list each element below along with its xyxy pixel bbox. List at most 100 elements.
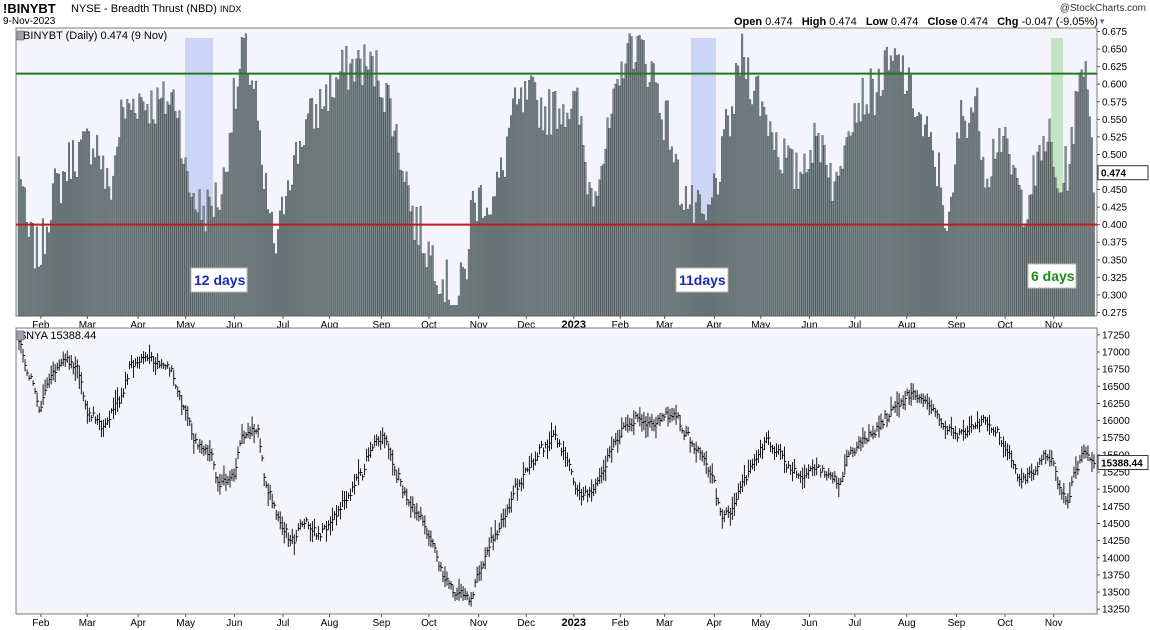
breadth-bar [869,68,872,317]
breadth-bar [819,162,822,317]
breadth-bar [638,34,641,317]
breadth-bar [1044,151,1047,317]
chart-date: 9-Nov-2023 [3,16,56,27]
breadth-bar [353,81,356,317]
breadth-bar [891,61,894,317]
breadth-bar [1054,177,1057,317]
breadth-bar [198,189,201,317]
breadth-bar [1012,165,1015,317]
x-tick-label: Sep [372,618,390,629]
breadth-bar [801,174,804,317]
breadth-bar [1000,152,1003,317]
chg-value: -0.047 (-9.05%) [1021,16,1098,28]
breadth-bar [138,93,141,317]
breadth-bar [64,171,66,317]
breadth-bar [134,113,137,317]
breadth-bar [174,111,177,317]
breadth-bar [168,104,171,317]
x-tick-label: Aug [898,618,916,629]
breadth-bar [136,118,139,317]
breadth-bar [530,75,533,317]
y-tick-label: 0.550 [1102,115,1127,126]
breadth-bar [35,226,38,317]
breadth-bar [564,127,567,317]
breadth-bar [305,119,308,317]
breadth-bar [415,207,418,317]
breadth-bar [321,109,324,317]
breadth-bar [487,214,490,317]
y-tick-label: 16750 [1102,365,1130,376]
x-tick-label: Aug [321,618,339,629]
breadth-bar [749,99,752,317]
breadth-bar [566,112,569,317]
breadth-bar [315,104,318,317]
breadth-bar [598,179,601,317]
last-value-box [1097,165,1149,181]
x-tick-label: Nov [1045,618,1063,629]
breadth-bar [435,285,438,317]
breadth-bar [767,135,770,317]
breadth-bar [98,155,101,317]
chevron-down-icon[interactable]: ▼ [1098,17,1106,26]
x-tick-label: Mar [79,618,97,629]
breadth-bar [1016,177,1019,317]
breadth-bar [1058,192,1061,317]
breadth-bar [260,164,263,317]
breadth-bar [39,264,42,317]
breadth-bar [100,169,103,317]
breadth-bar [45,226,48,317]
breadth-bar [787,145,790,317]
breadth-bar [1028,194,1031,317]
breadth-bar [917,112,920,317]
breadth-bar [17,156,20,317]
breadth-bar [164,113,167,317]
y-tick-label: 13250 [1102,605,1130,616]
breadth-bar [799,171,802,317]
breadth-bar [835,171,838,317]
breadth-bar [483,216,486,317]
breadth-bar [970,107,973,317]
breadth-bar [451,305,454,317]
breadth-bar [1056,188,1059,317]
breadth-bar [433,281,436,317]
plot-panel-2 [15,327,1098,615]
breadth-bar [735,63,738,317]
breadth-bar [982,157,985,317]
breadth-bar [407,185,410,317]
breadth-bar [289,190,292,317]
breadth-bar [520,87,523,317]
x-tick-label: Dec [517,618,535,629]
breadth-bar [21,186,24,317]
breadth-bar [909,74,912,317]
breadth-bar [238,68,241,317]
breadth-bar [694,202,697,317]
breadth-bar [66,181,68,317]
breadth-bar [849,135,852,317]
breadth-bar [80,139,83,317]
breadth-bar [439,293,442,317]
breadth-bar [152,119,155,317]
y-tick-label: 0.450 [1102,185,1127,196]
breadth-bar [297,163,300,317]
breadth-bar [514,87,517,317]
breadth-bar [885,46,888,317]
breadth-bar [717,194,720,317]
breadth-bar [110,199,113,317]
high-value: 0.474 [829,16,857,28]
breadth-bar [791,149,794,317]
breadth-bar [984,187,987,317]
breadth-bar [809,150,812,317]
breadth-bar [913,117,916,317]
breadth-bar [463,268,466,317]
x-tick-label: Feb [612,320,630,331]
breadth-bar [938,152,941,317]
breadth-bar [915,116,918,317]
breadth-bar [608,128,611,317]
breadth-bar [542,130,545,317]
breadth-bar [696,190,699,317]
breadth-bar [401,171,404,317]
breadth-bar [461,266,464,317]
breadth-bar [489,214,492,317]
breadth-bar [526,99,529,317]
breadth-bar [540,97,543,317]
